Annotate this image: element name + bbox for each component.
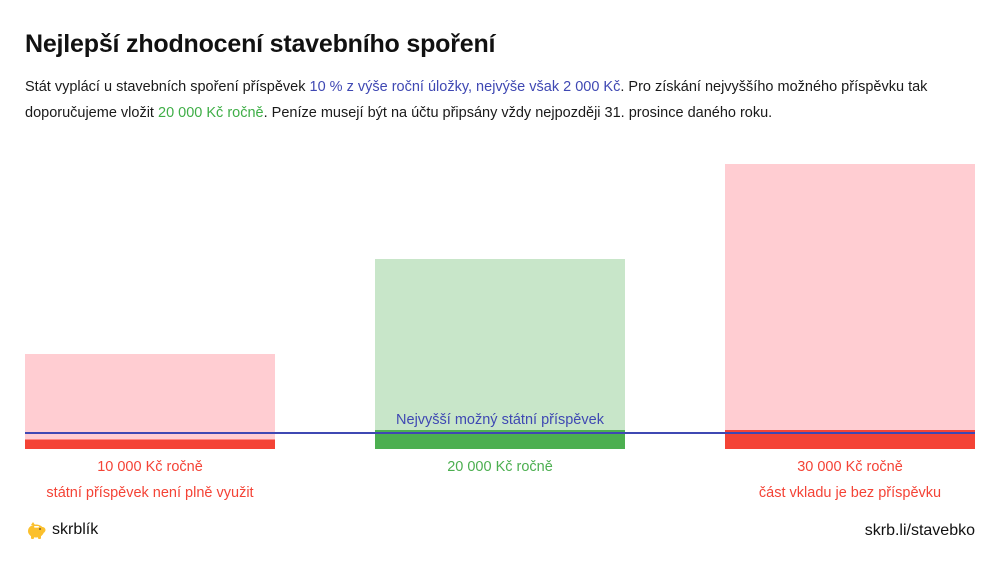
bar-value-label-1: 10 000 Kč ročně	[97, 459, 203, 475]
description-text-1: Stát vyplácí u stavebních spoření příspě…	[25, 79, 310, 95]
brand-name: skrblík	[52, 521, 99, 538]
deposit-bar-1	[25, 354, 275, 449]
description-highlight-contribution: 10 % z výše roční úložky, nejvýše však 2…	[309, 79, 621, 95]
deposit-bar-2	[375, 259, 625, 449]
bar-note-label-1: státní příspěvek není plně využit	[46, 485, 254, 501]
piggy-bank-icon	[28, 522, 46, 539]
contribution-bar-2	[375, 430, 625, 449]
footer-url[interactable]: skrb.li/stavebko	[864, 522, 975, 539]
bar-note-label-3: část vkladu je bez příspěvku	[758, 485, 942, 501]
contribution-bar-1	[25, 439, 275, 449]
description-text-2: . Pro získání nejvyššího možného příspěv…	[25, 79, 928, 121]
deposit-bar-3	[725, 164, 975, 449]
max-contribution-label: Nejvyšší možný státní příspěvek	[396, 412, 605, 428]
bar-value-label-2: 20 000 Kč ročně	[447, 459, 553, 475]
page-title: Nejlepší zhodnocení stavebního spoření	[25, 30, 496, 58]
bar-chart: Nejvyšší možný státní příspěvek	[25, 164, 975, 449]
description-highlight-recommended: 20 000 Kč ročně	[158, 105, 264, 121]
bar-value-label-3: 30 000 Kč ročně	[797, 459, 903, 475]
description-text-3: . Peníze musejí být na účtu připsány vžd…	[263, 105, 773, 121]
brand-logo[interactable]: skrblík	[25, 521, 98, 539]
contribution-bar-3	[725, 430, 975, 449]
description: Stát vyplácí u stavebních spoření příspě…	[25, 74, 980, 126]
